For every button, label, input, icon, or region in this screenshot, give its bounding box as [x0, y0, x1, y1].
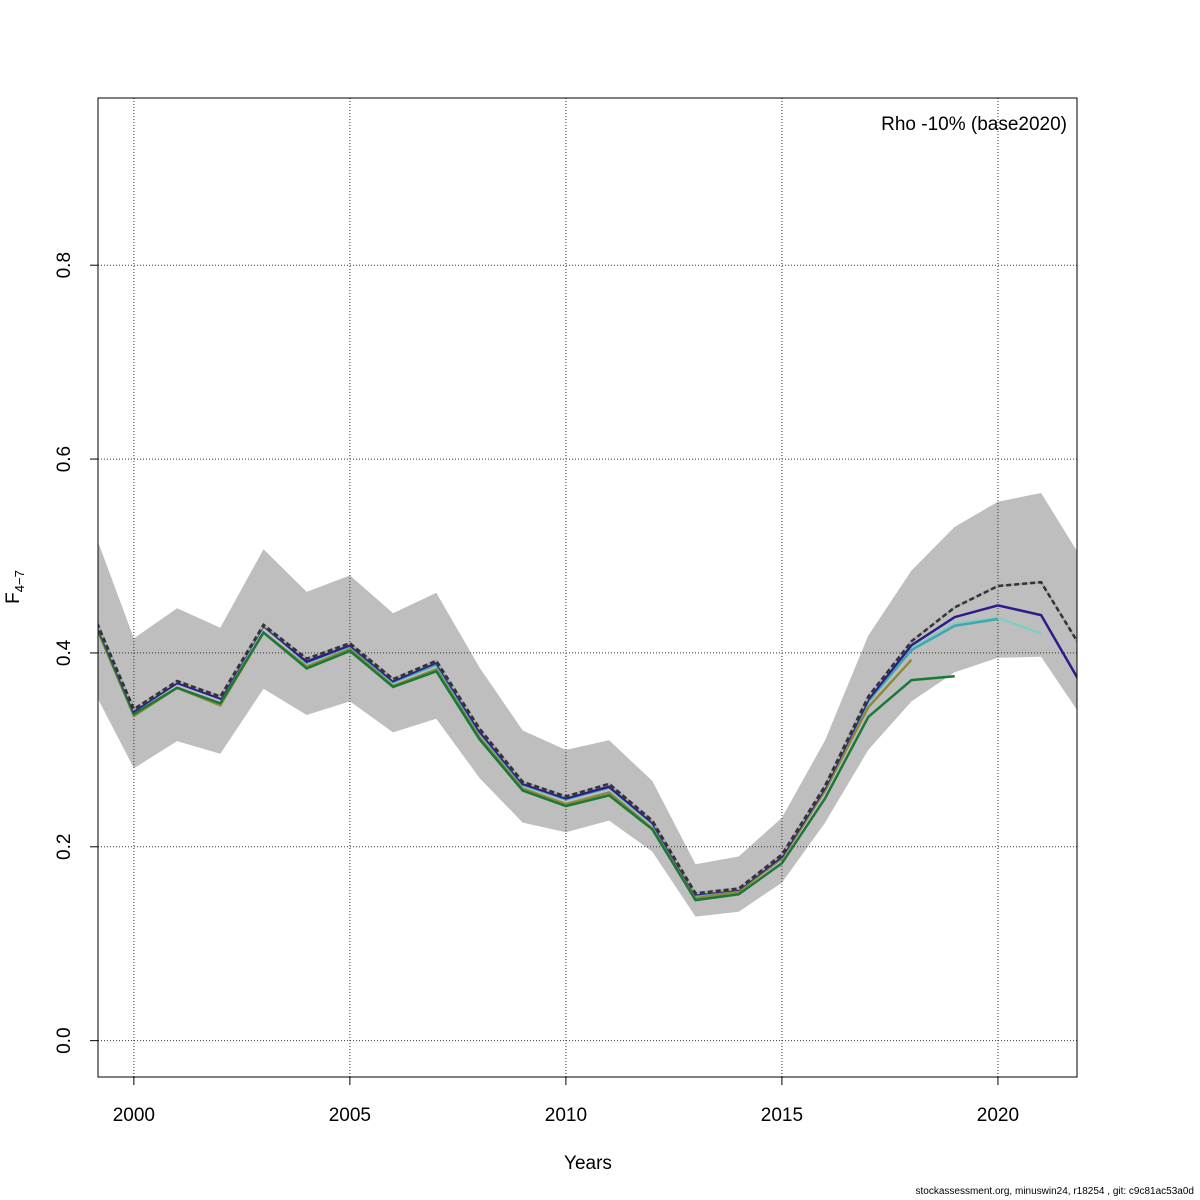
y-tick-label: 0.0 [54, 1027, 75, 1053]
series-line-3 [98, 626, 955, 902]
y-axis-label-main: F [3, 592, 24, 604]
footer-credit: stockassessment.org, minuswin24, r18254 … [915, 1186, 1195, 1197]
x-tick-label: 2020 [977, 1105, 1019, 1126]
y-tick-label: 0.4 [54, 639, 75, 666]
y-tick-label: 0.6 [54, 446, 75, 472]
x-tick-label: 2005 [329, 1105, 371, 1126]
x-tick-label: 2010 [545, 1105, 587, 1126]
y-axis-label-subscript: 4−7 [12, 570, 27, 592]
y-tick-label: 0.2 [54, 834, 75, 860]
y-axis-label: F4−7 [3, 570, 27, 604]
y-tick-label: 0.8 [54, 252, 75, 278]
series-line-5 [98, 580, 1077, 895]
x-axis-label: Years [564, 1153, 612, 1174]
axes-layer: 2000 2005 2010 2015 2020 0.0 0.2 0.4 0.6 0.8 [54, 97, 1078, 1126]
series-layer [98, 580, 1077, 902]
plot-frame [97, 97, 1078, 1078]
confidence-band [98, 493, 1077, 917]
grid-layer [98, 98, 1077, 1077]
x-tick-label: 2000 [113, 1105, 155, 1126]
chart-annotation: Rho -10% (base2020) [881, 114, 1067, 135]
confidence-band-layer [98, 493, 1077, 917]
x-tick-label: 2015 [761, 1105, 803, 1126]
